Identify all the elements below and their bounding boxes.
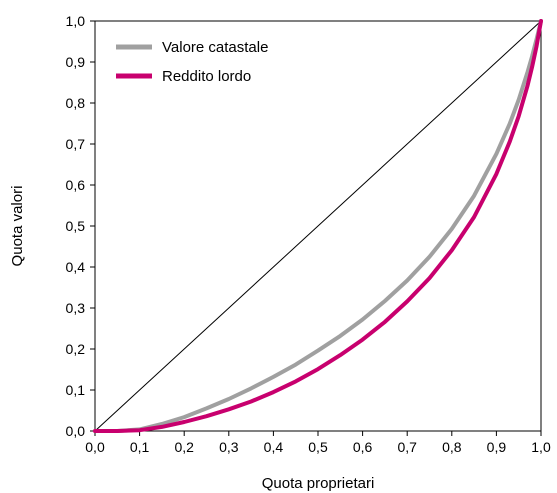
y-tick-label: 1,0 — [66, 13, 86, 29]
y-tick-label: 0,3 — [66, 300, 86, 316]
legend-label-reddito-lordo: Reddito lordo — [162, 68, 251, 85]
series-line-reddito-lordo — [93, 19, 543, 433]
y-axis-title: Quota valori — [9, 186, 26, 267]
x-tick-label: 0,0 — [85, 439, 105, 455]
legend: Valore catastale Reddito lordo — [116, 39, 268, 85]
y-tick-label: 0,5 — [66, 218, 86, 234]
x-tick-label: 0,2 — [174, 439, 194, 455]
x-tick-label: 0,4 — [264, 439, 284, 455]
y-tick-label: 0,8 — [66, 95, 86, 111]
y-tick-label: 0,1 — [66, 382, 86, 398]
x-tick-label: 0,9 — [487, 439, 507, 455]
x-tick-label: 1,0 — [531, 439, 551, 455]
axis-ticks: 0,0 0,1 0,2 0,3 0,4 0,5 0,6 0,7 0,8 0,9 1,0 0,0 0,1 0… — [66, 13, 551, 455]
series-lines — [93, 19, 543, 433]
y-tick-label: 0,2 — [66, 341, 86, 357]
x-tick-label: 0,6 — [353, 439, 373, 455]
x-tick-label: 0,7 — [397, 439, 417, 455]
y-tick-label: 0,6 — [66, 177, 86, 193]
x-tick-label: 0,8 — [442, 439, 462, 455]
x-axis-title: Quota proprietari — [262, 475, 375, 492]
x-tick-label: 0,1 — [130, 439, 150, 455]
legend-label-valore-catastale: Valore catastale — [162, 39, 268, 56]
series-line-valore-catastale — [93, 19, 543, 433]
x-tick-label: 0,3 — [219, 439, 239, 455]
y-tick-label: 0,4 — [66, 259, 86, 275]
x-tick-label: 0,5 — [308, 439, 328, 455]
y-tick-label: 0,9 — [66, 54, 86, 70]
y-tick-label: 0,0 — [66, 423, 86, 439]
y-tick-label: 0,7 — [66, 136, 86, 152]
equality-diagonal — [94, 20, 542, 432]
equality-line — [94, 20, 542, 432]
